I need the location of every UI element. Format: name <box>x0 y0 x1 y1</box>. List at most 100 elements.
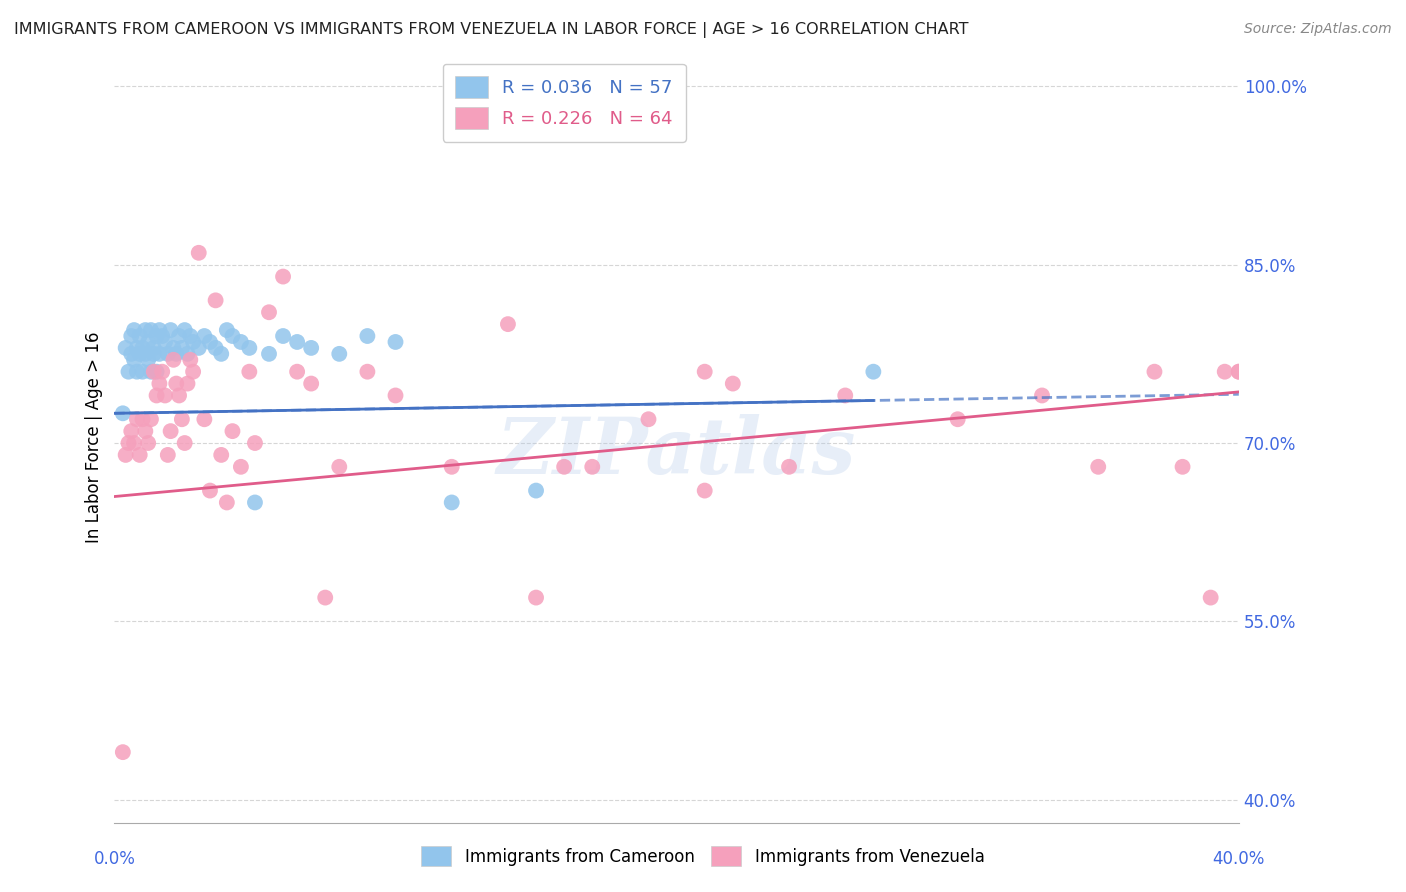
Point <box>136 352 159 367</box>
Point <box>637 412 659 426</box>
Point <box>134 424 156 438</box>
Point <box>238 341 260 355</box>
Point <box>136 436 159 450</box>
Point <box>1087 459 1109 474</box>
Point <box>215 323 238 337</box>
Point <box>117 365 139 379</box>
Point <box>328 347 350 361</box>
Point <box>167 329 190 343</box>
Point <box>299 376 322 391</box>
Point <box>120 329 142 343</box>
Point <box>693 483 716 498</box>
Point <box>165 347 187 361</box>
Point <box>150 365 173 379</box>
Point <box>167 388 190 402</box>
Point <box>165 376 187 391</box>
Point <box>1213 365 1236 379</box>
Point <box>440 495 463 509</box>
Point <box>134 323 156 337</box>
Point <box>271 269 294 284</box>
Point <box>136 334 159 349</box>
Point <box>193 329 215 343</box>
Point <box>1031 388 1053 402</box>
Point <box>384 388 406 402</box>
Point <box>181 334 204 349</box>
Point <box>122 352 145 367</box>
Point <box>162 341 184 355</box>
Point <box>148 347 170 361</box>
Point <box>581 459 603 474</box>
Point <box>553 459 575 474</box>
Point <box>128 329 150 343</box>
Point <box>111 406 134 420</box>
Point <box>122 436 145 450</box>
Point <box>153 388 176 402</box>
Point <box>257 305 280 319</box>
Point <box>187 341 209 355</box>
Point <box>179 352 201 367</box>
Text: IMMIGRANTS FROM CAMEROON VS IMMIGRANTS FROM VENEZUELA IN LABOR FORCE | AGE > 16 : IMMIGRANTS FROM CAMEROON VS IMMIGRANTS F… <box>14 22 969 38</box>
Point <box>198 334 221 349</box>
Point <box>159 424 181 438</box>
Point <box>862 365 884 379</box>
Point <box>176 376 198 391</box>
Point <box>215 495 238 509</box>
Point <box>150 329 173 343</box>
Point <box>187 245 209 260</box>
Point <box>111 745 134 759</box>
Point <box>173 323 195 337</box>
Point <box>170 412 193 426</box>
Point <box>1227 365 1250 379</box>
Point <box>142 347 165 361</box>
Point <box>145 388 167 402</box>
Point <box>524 483 547 498</box>
Point <box>257 347 280 361</box>
Point <box>145 329 167 343</box>
Point <box>229 334 252 349</box>
Point <box>209 347 232 361</box>
Legend: Immigrants from Cameroon, Immigrants from Venezuela: Immigrants from Cameroon, Immigrants fro… <box>413 838 993 875</box>
Point <box>778 459 800 474</box>
Point <box>1143 365 1166 379</box>
Point <box>946 412 969 426</box>
Point <box>148 376 170 391</box>
Point <box>173 436 195 450</box>
Point <box>238 365 260 379</box>
Point <box>142 365 165 379</box>
Point <box>496 317 519 331</box>
Point <box>314 591 336 605</box>
Point <box>120 347 142 361</box>
Point <box>356 365 378 379</box>
Point <box>193 412 215 426</box>
Text: Source: ZipAtlas.com: Source: ZipAtlas.com <box>1244 22 1392 37</box>
Point <box>170 341 193 355</box>
Point <box>131 365 153 379</box>
Point <box>128 448 150 462</box>
Point <box>285 334 308 349</box>
Y-axis label: In Labor Force | Age > 16: In Labor Force | Age > 16 <box>86 331 103 543</box>
Point <box>125 412 148 426</box>
Legend: R = 0.036   N = 57, R = 0.226   N = 64: R = 0.036 N = 57, R = 0.226 N = 64 <box>443 63 686 142</box>
Point <box>156 448 179 462</box>
Point <box>117 436 139 450</box>
Point <box>524 591 547 605</box>
Point <box>198 483 221 498</box>
Point <box>114 448 136 462</box>
Point <box>125 341 148 355</box>
Point <box>204 341 226 355</box>
Point <box>176 347 198 361</box>
Point <box>299 341 322 355</box>
Point <box>328 459 350 474</box>
Point <box>721 376 744 391</box>
Point <box>128 347 150 361</box>
Point <box>139 412 162 426</box>
Point <box>834 388 856 402</box>
Point <box>209 448 232 462</box>
Point <box>1199 591 1222 605</box>
Point <box>131 341 153 355</box>
Point <box>131 412 153 426</box>
Point <box>271 329 294 343</box>
Point <box>229 459 252 474</box>
Point <box>122 323 145 337</box>
Point <box>179 329 201 343</box>
